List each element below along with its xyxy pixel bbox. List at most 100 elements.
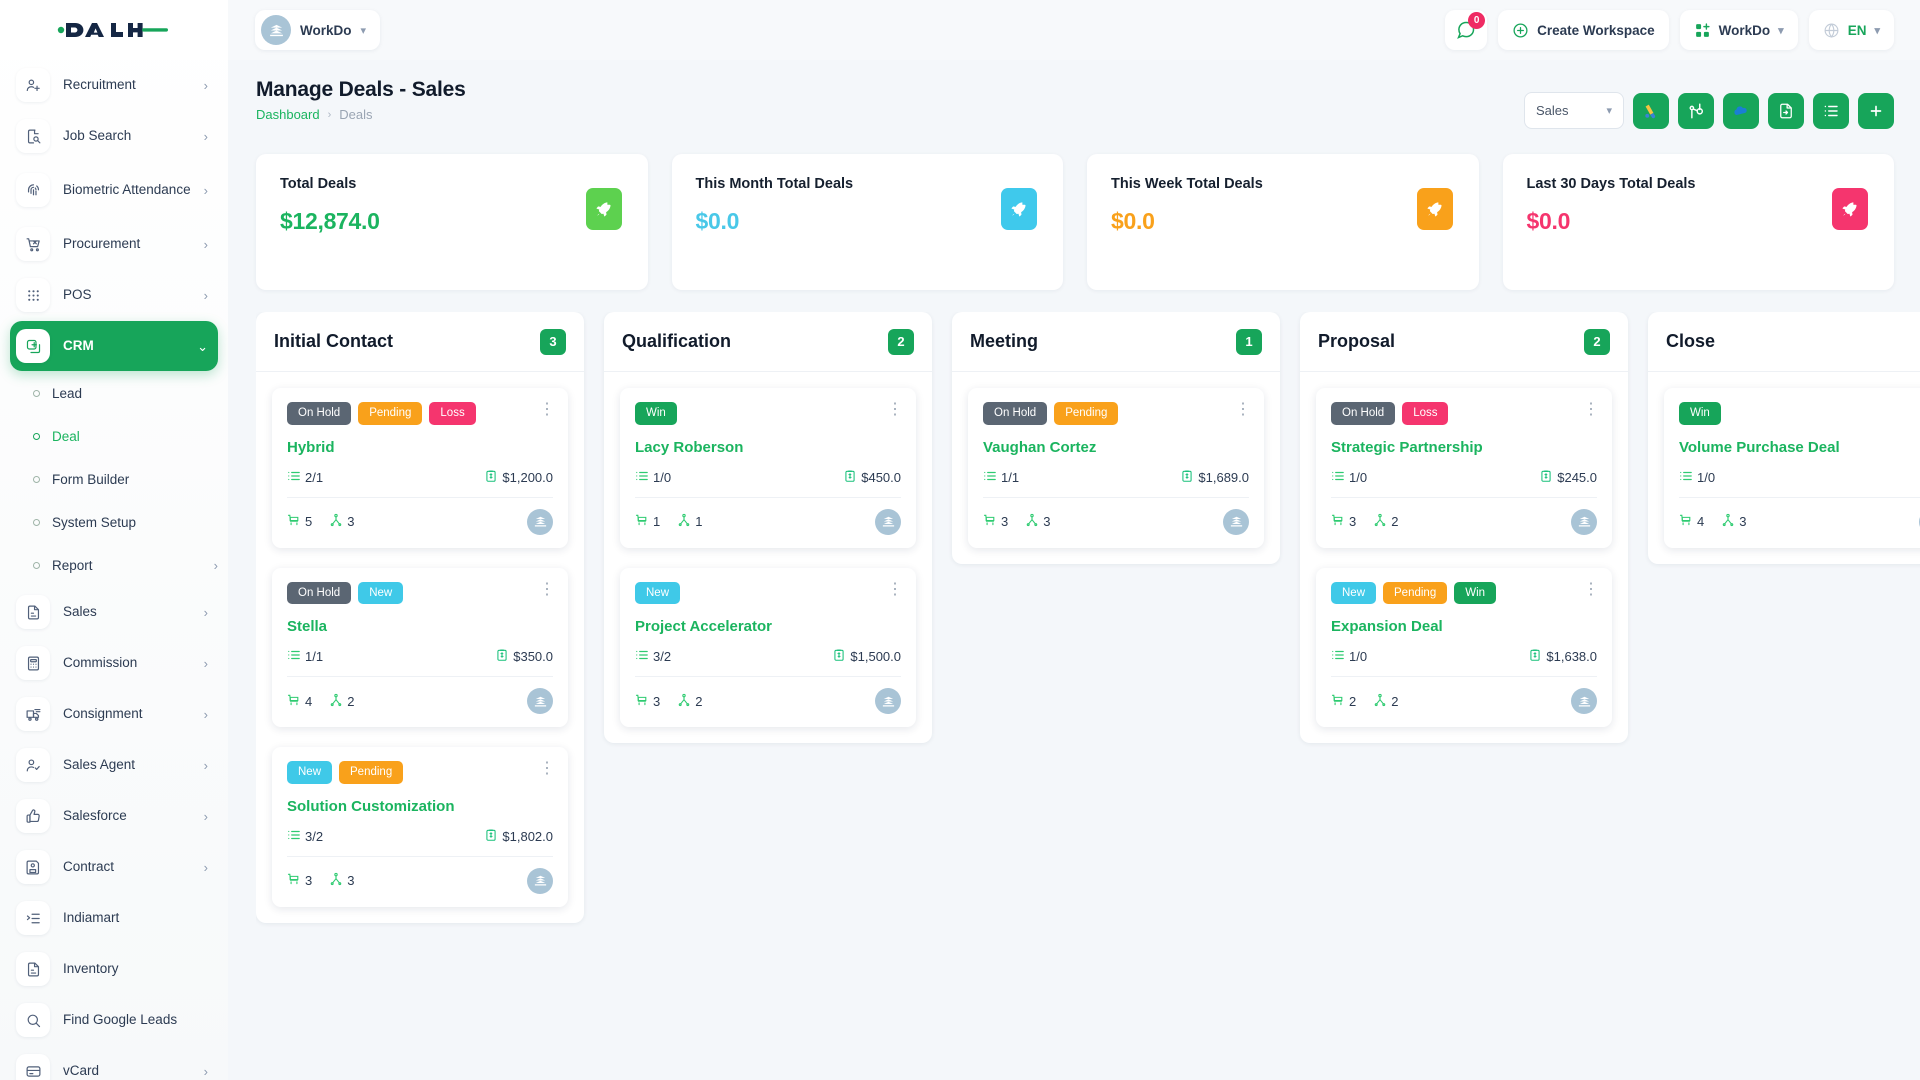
deal-products-value: 2 bbox=[1349, 693, 1357, 709]
create-workspace-button[interactable]: Create Workspace bbox=[1498, 10, 1669, 50]
sources-icon bbox=[329, 872, 343, 889]
deal-sources: 2 bbox=[329, 693, 354, 710]
deal-card-menu-icon[interactable]: ⋮ bbox=[1235, 401, 1251, 418]
bullet-icon bbox=[33, 519, 40, 526]
kanban-column-title: Proposal bbox=[1318, 331, 1396, 351]
deal-sources-value: 2 bbox=[1391, 693, 1399, 709]
sidebar-item-consignment[interactable]: Consignment › bbox=[10, 689, 218, 739]
add-deal-button[interactable] bbox=[1858, 92, 1894, 129]
deal-status-tag[interactable]: Pending bbox=[358, 402, 423, 425]
deal-amount-value: $350.0 bbox=[513, 649, 553, 665]
deal-status-tag[interactable]: On Hold bbox=[287, 402, 352, 425]
sidebar-item-pos[interactable]: POS › bbox=[10, 270, 218, 320]
deal-card[interactable]: On Hold Loss ⋮ Strategic Partnership 1/0 $245… bbox=[1316, 388, 1612, 548]
sidebar-item-indiamart[interactable]: Indiamart bbox=[10, 893, 218, 943]
deal-card[interactable]: On Hold New ⋮ Stella 1/1 $350.0 4 2 bbox=[272, 567, 568, 728]
deal-status-tag[interactable]: New bbox=[287, 761, 333, 784]
sidebar-subitem-system-setup[interactable]: System Setup bbox=[10, 501, 218, 544]
sidebar-subitem-label: Form Builder bbox=[52, 472, 130, 487]
tasks-icon bbox=[1331, 469, 1345, 486]
deal-card-menu-icon[interactable]: ⋮ bbox=[887, 401, 903, 418]
deal-status-tag[interactable]: On Hold bbox=[1331, 402, 1396, 425]
sidebar-subitem-lead[interactable]: Lead bbox=[10, 372, 218, 415]
breadcrumb-dashboard[interactable]: Dashboard bbox=[256, 107, 320, 122]
deal-amount: $245.0 bbox=[1539, 469, 1597, 486]
avatar bbox=[1223, 508, 1249, 535]
deal-status-tag[interactable]: Win bbox=[1454, 581, 1497, 605]
deal-status-tag[interactable]: New bbox=[635, 581, 681, 605]
deal-status-tag[interactable]: Loss bbox=[1402, 402, 1449, 425]
deal-status-tag[interactable]: Pending bbox=[1054, 402, 1119, 425]
stat-value: $0.0 bbox=[1111, 208, 1155, 234]
sidebar-item-commission[interactable]: Commission › bbox=[10, 638, 218, 688]
sidebar-item-label: POS bbox=[63, 287, 92, 303]
breadcrumb-current: Deals bbox=[339, 107, 373, 122]
deal-products-value: 3 bbox=[305, 873, 313, 889]
salesforce-cloud-button[interactable] bbox=[1723, 92, 1759, 129]
deal-card[interactable]: New ⋮ Project Accelerator 3/2 $1,500.0 3 2 bbox=[620, 567, 916, 728]
deal-card-menu-icon[interactable]: ⋮ bbox=[887, 580, 903, 598]
page-title: Manage Deals - Sales bbox=[256, 78, 466, 101]
chevron-right-icon: › bbox=[203, 236, 208, 252]
sidebar-item-find-google-leads[interactable]: Find Google Leads bbox=[10, 995, 218, 1045]
deal-status-tag[interactable]: New bbox=[358, 581, 404, 605]
import-file-button[interactable] bbox=[1768, 92, 1804, 129]
deal-amount-value: $450.0 bbox=[861, 469, 901, 485]
sources-icon bbox=[1373, 693, 1387, 710]
salesforce-cloud-icon bbox=[1734, 105, 1747, 115]
deal-card-menu-icon[interactable]: ⋮ bbox=[1583, 401, 1599, 418]
chevron-down-icon: ▾ bbox=[360, 24, 367, 37]
sidebar-item-vcard[interactable]: vCard › bbox=[10, 1046, 218, 1080]
sidebar-item-salesforce[interactable]: Salesforce › bbox=[10, 791, 218, 841]
deal-status-tag[interactable]: Win bbox=[635, 402, 677, 425]
sidebar-item-sales[interactable]: Sales › bbox=[10, 587, 218, 637]
deal-products-value: 1 bbox=[653, 514, 661, 530]
deal-status-tag[interactable]: Pending bbox=[339, 761, 404, 784]
hubspot-button[interactable] bbox=[1678, 92, 1714, 129]
workspace-switcher-button[interactable]: WorkDo ▾ bbox=[1679, 10, 1798, 50]
language-selector[interactable]: EN ▾ bbox=[1808, 10, 1894, 50]
deal-status-tag[interactable]: On Hold bbox=[983, 402, 1048, 425]
deal-card-menu-icon[interactable]: ⋮ bbox=[1583, 580, 1599, 598]
sidebar-subitem-form-builder[interactable]: Form Builder bbox=[10, 458, 218, 501]
deal-products: 4 bbox=[1679, 513, 1704, 530]
deal-card[interactable]: On Hold Pending Loss ⋮ Hybrid 2/1 $1,200.0 5 3 bbox=[272, 388, 568, 548]
deal-card[interactable]: New Pending ⋮ Solution Customization 3/2 $1,8… bbox=[272, 747, 568, 907]
deal-sources: 3 bbox=[1025, 513, 1050, 530]
deal-status-tag[interactable]: Loss bbox=[429, 402, 476, 425]
sidebar-item-procurement[interactable]: Procurement › bbox=[10, 219, 218, 269]
sidebar-subitem-deal[interactable]: Deal bbox=[10, 415, 218, 458]
deal-card[interactable]: On Hold Pending ⋮ Vaughan Cortez 1/1 $1,689.0… bbox=[968, 388, 1264, 548]
deal-status-tag[interactable]: Win bbox=[1679, 402, 1721, 425]
sidebar-item-sales-agent[interactable]: Sales Agent › bbox=[10, 740, 218, 790]
deal-card-menu-icon[interactable]: ⋮ bbox=[539, 580, 555, 598]
workspace-selector[interactable]: WorkDo ▾ bbox=[255, 10, 381, 50]
deal-card[interactable]: Win ⋮ Lacy Roberson 1/0 $450.0 1 1 bbox=[620, 388, 916, 548]
deal-status-tag[interactable]: New bbox=[1331, 581, 1377, 605]
app-logo[interactable] bbox=[0, 0, 228, 60]
deal-card-menu-icon[interactable]: ⋮ bbox=[539, 401, 555, 418]
deal-products: 3 bbox=[1331, 513, 1356, 530]
list-view-button[interactable] bbox=[1813, 92, 1849, 129]
pipeline-select[interactable]: Sales ▾ bbox=[1524, 92, 1624, 129]
grid-plus-icon bbox=[1695, 22, 1710, 37]
sidebar-item-recruitment[interactable]: Recruitment › bbox=[10, 60, 218, 110]
deal-status-tag[interactable]: On Hold bbox=[287, 581, 352, 605]
sidebar-subitem-report[interactable]: Report › bbox=[10, 544, 218, 587]
deal-card[interactable]: New Pending Win ⋮ Expansion Deal 1/0 $1,638.0 2… bbox=[1316, 567, 1612, 728]
money-icon bbox=[1539, 469, 1553, 486]
sidebar-item-crm[interactable]: CRM ⌄ bbox=[10, 321, 218, 371]
sidebar-item-biometric-attendance[interactable]: Biometric Attendance › bbox=[10, 162, 218, 218]
bullet-icon bbox=[33, 390, 40, 397]
google-ads-button[interactable] bbox=[1633, 92, 1669, 129]
deal-card-metrics: 3/2 $1,500.0 bbox=[635, 648, 901, 665]
sidebar-subitem-label: System Setup bbox=[52, 515, 137, 530]
deal-card-menu-icon[interactable]: ⋮ bbox=[539, 760, 555, 778]
stat-card: This Week Total Deals $0.0 bbox=[1087, 154, 1479, 290]
sidebar-item-job-search[interactable]: Job Search › bbox=[10, 111, 218, 161]
sidebar-item-contract[interactable]: Contract › bbox=[10, 842, 218, 892]
deal-status-tag[interactable]: Pending bbox=[1383, 581, 1448, 605]
sidebar-item-inventory[interactable]: Inventory bbox=[10, 944, 218, 994]
chat-button[interactable]: 0 bbox=[1445, 10, 1488, 50]
